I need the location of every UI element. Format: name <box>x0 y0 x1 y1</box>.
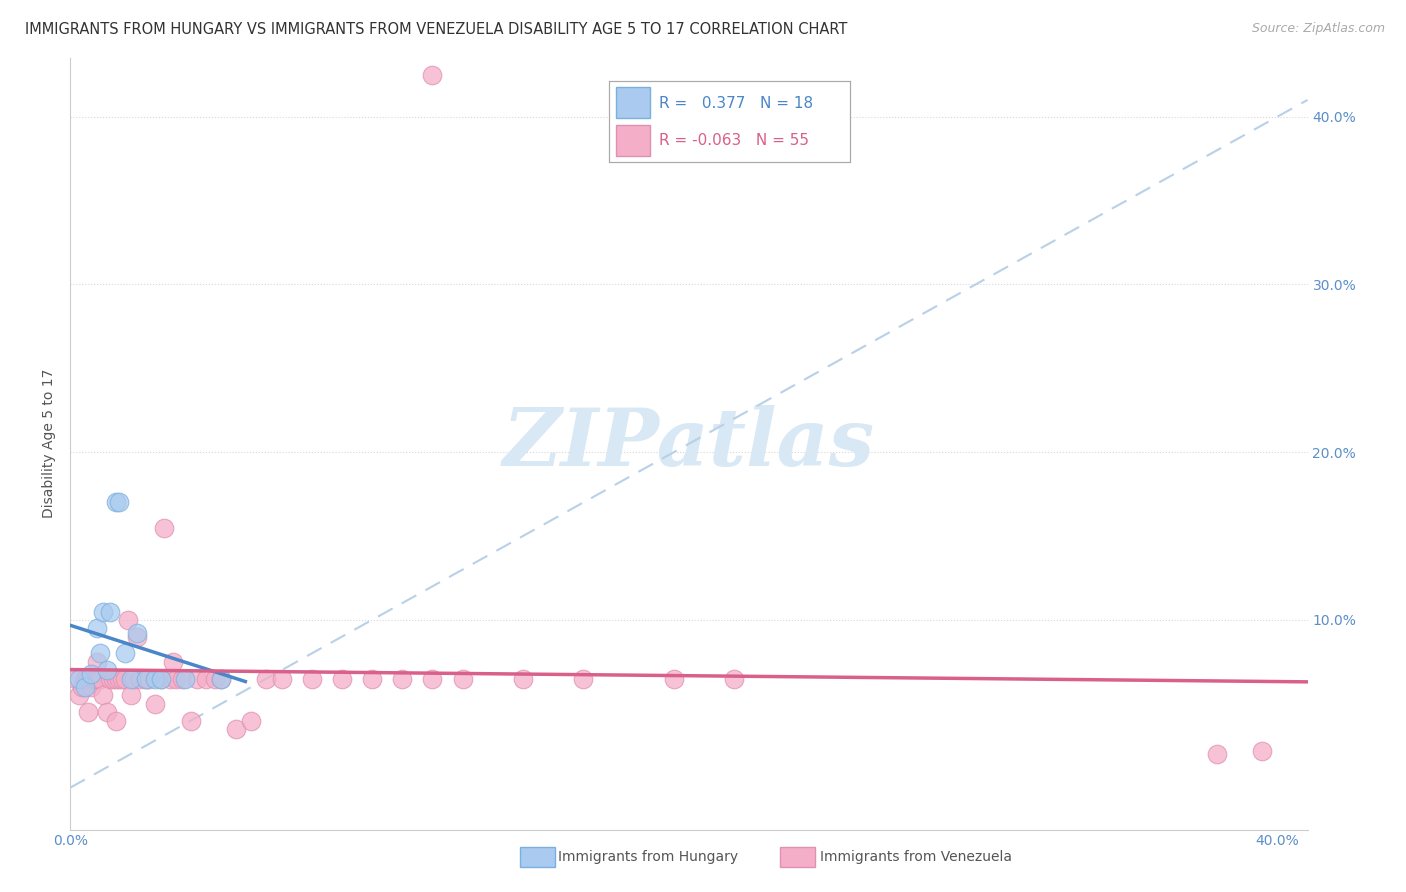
Point <box>159 672 181 686</box>
Point <box>170 672 193 686</box>
Point <box>186 672 208 686</box>
Point <box>101 672 124 686</box>
Point <box>120 689 142 703</box>
Point <box>107 672 129 686</box>
Point <box>209 672 232 686</box>
Text: Immigrants from Hungary: Immigrants from Hungary <box>558 850 738 864</box>
Point <box>162 655 184 669</box>
Point <box>83 672 105 686</box>
Point <box>93 689 115 703</box>
Point <box>1251 744 1274 758</box>
Point <box>114 672 136 686</box>
Point <box>117 613 139 627</box>
Point <box>180 714 202 728</box>
Point <box>143 697 166 711</box>
Point <box>195 672 218 686</box>
Point <box>256 672 278 686</box>
Point <box>96 705 118 719</box>
Point <box>723 672 745 686</box>
Point <box>104 714 127 728</box>
Point <box>65 672 87 686</box>
Point <box>153 521 176 535</box>
Point <box>135 672 157 686</box>
Point <box>149 672 172 686</box>
Point <box>301 672 323 686</box>
Point <box>165 672 187 686</box>
Point <box>512 672 534 686</box>
Point <box>75 680 97 694</box>
Point <box>330 672 353 686</box>
Y-axis label: Disability Age 5 to 17: Disability Age 5 to 17 <box>42 369 56 518</box>
Point <box>80 666 103 681</box>
Point <box>125 626 148 640</box>
Point <box>98 672 121 686</box>
Point <box>225 722 247 736</box>
Text: IMMIGRANTS FROM HUNGARY VS IMMIGRANTS FROM VENEZUELA DISABILITY AGE 5 TO 17 CORR: IMMIGRANTS FROM HUNGARY VS IMMIGRANTS FR… <box>25 22 848 37</box>
Point <box>96 663 118 677</box>
Point <box>240 714 263 728</box>
Point <box>67 672 90 686</box>
Point <box>422 672 444 686</box>
Point <box>174 672 197 686</box>
Point <box>209 672 232 686</box>
Point <box>104 672 127 686</box>
Point <box>122 672 145 686</box>
Point <box>572 672 595 686</box>
Point <box>89 647 111 661</box>
Point <box>67 689 90 703</box>
Point <box>104 495 127 509</box>
Point <box>98 605 121 619</box>
Point <box>662 672 685 686</box>
Point <box>93 605 115 619</box>
Text: Immigrants from Venezuela: Immigrants from Venezuela <box>820 850 1012 864</box>
Point <box>107 495 129 509</box>
Point <box>135 672 157 686</box>
Point <box>77 705 100 719</box>
Point <box>270 672 292 686</box>
Point <box>125 630 148 644</box>
Point <box>72 680 94 694</box>
Point <box>128 672 150 686</box>
Point <box>391 672 413 686</box>
Text: ZIPatlas: ZIPatlas <box>503 405 875 483</box>
Text: Source: ZipAtlas.com: Source: ZipAtlas.com <box>1251 22 1385 36</box>
Point <box>75 672 97 686</box>
Point <box>138 672 160 686</box>
Point <box>89 672 111 686</box>
Point <box>77 672 100 686</box>
Point <box>120 672 142 686</box>
Point <box>86 655 108 669</box>
Point <box>80 680 103 694</box>
Point <box>149 672 172 686</box>
Point <box>204 672 226 686</box>
Point <box>110 672 132 686</box>
Point <box>86 672 108 686</box>
Point <box>143 672 166 686</box>
Point <box>86 621 108 635</box>
Point <box>361 672 384 686</box>
Point <box>451 672 474 686</box>
Point <box>422 68 444 82</box>
Point <box>114 647 136 661</box>
Point <box>1206 747 1229 761</box>
